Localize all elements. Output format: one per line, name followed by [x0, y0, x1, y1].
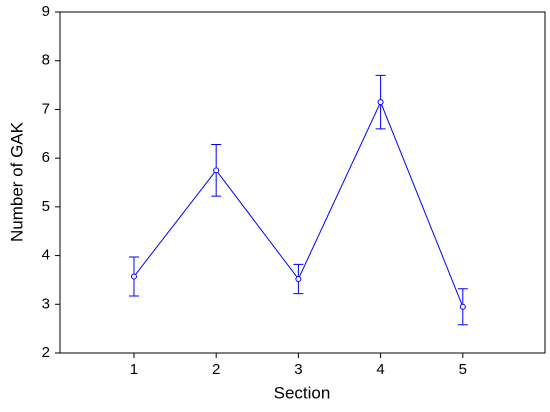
x-tick-label: 2	[212, 361, 220, 378]
y-tick-label: 4	[42, 247, 50, 264]
y-tick-label: 8	[42, 52, 50, 69]
x-tick-label: 1	[130, 361, 138, 378]
x-tick-label: 4	[376, 361, 384, 378]
x-tick-label: 5	[459, 361, 467, 378]
y-tick-label: 9	[42, 3, 50, 20]
y-tick-label: 2	[42, 344, 50, 361]
data-point	[377, 99, 384, 106]
plot-frame	[59, 11, 546, 354]
y-axis-label: Number of GAK	[7, 121, 26, 242]
data-point	[213, 167, 220, 174]
data-point	[295, 275, 302, 282]
x-tick-label: 3	[294, 361, 302, 378]
data-point	[459, 303, 466, 310]
x-axis-label: Section	[274, 383, 331, 402]
y-tick-label: 3	[42, 295, 50, 312]
y-tick-label: 7	[42, 100, 50, 117]
y-tick-label: 5	[42, 198, 50, 215]
data-point	[130, 273, 137, 280]
y-tick-label: 6	[42, 149, 50, 166]
